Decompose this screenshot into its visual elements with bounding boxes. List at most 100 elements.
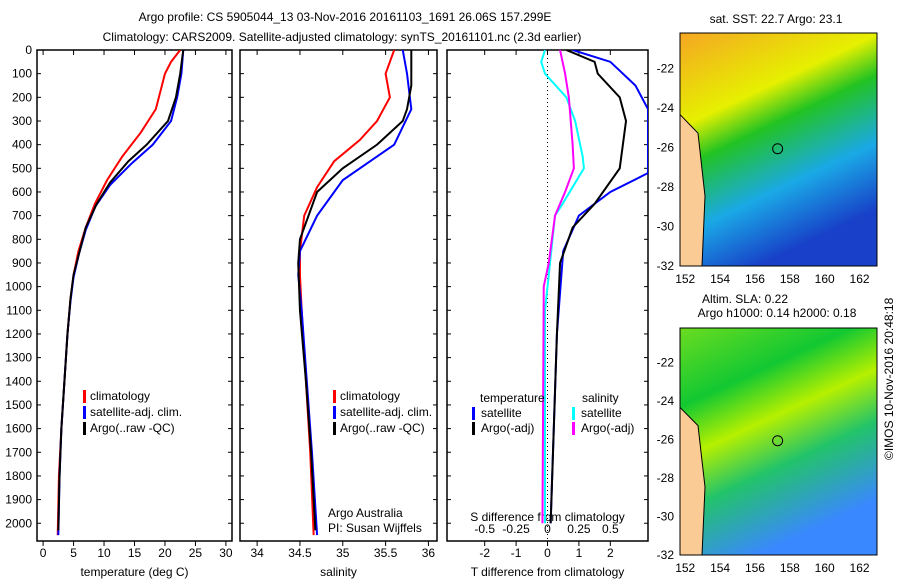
credit: ©IMOS 10-Nov-2016 20:48:18 <box>882 297 896 460</box>
depth-tick-label: 100 <box>12 67 32 81</box>
legend-label: Argo(..raw -QC) <box>340 421 425 435</box>
lat-tick-label: -28 <box>657 471 675 485</box>
lon-tick-label: 156 <box>745 561 765 575</box>
lat-tick-label: -32 <box>657 259 675 273</box>
lat-tick-label: -22 <box>657 356 675 370</box>
s-axis-label: S difference from climatology <box>470 510 625 524</box>
x-tick-label: 34 <box>250 546 264 560</box>
land-australia <box>679 113 706 267</box>
s-tick-label: 0 <box>544 522 551 536</box>
legend-label: satellite <box>581 406 622 420</box>
depth-tick-label: 500 <box>12 161 32 175</box>
x-axis-label: salinity <box>320 565 357 579</box>
depth-tick-label: 1500 <box>5 398 32 412</box>
legend-swatch <box>572 422 575 435</box>
depth-tick-label: 1300 <box>5 351 32 365</box>
depth-tick-label: 1600 <box>5 422 32 436</box>
panel-frame <box>239 49 438 542</box>
depth-tick-label: 900 <box>12 256 32 270</box>
x-tick-label: 0 <box>544 546 551 560</box>
legend-label: satellite-adj. clim. <box>340 405 432 419</box>
land-australia <box>679 406 706 556</box>
series-salinity-argo-adj- <box>541 50 575 524</box>
lon-tick-label: 160 <box>815 272 835 286</box>
x-tick-label: 25 <box>189 546 203 560</box>
annotation-line1: Argo Australia <box>328 506 403 520</box>
depth-tick-label: 200 <box>12 90 32 104</box>
legend-label: climatology <box>90 389 150 403</box>
lat-tick-label: -22 <box>657 62 675 76</box>
legend-swatch <box>333 390 336 403</box>
depth-tick-label: 1000 <box>5 280 32 294</box>
x-tick-label: 10 <box>97 546 111 560</box>
x-tick-label: 36 <box>422 546 436 560</box>
series-satellite-adj-clim- <box>297 50 413 536</box>
map-field <box>679 327 878 556</box>
lon-tick-label: 162 <box>850 272 870 286</box>
legend-header-salinity: salinity <box>582 391 619 405</box>
depth-tick-label: 1900 <box>5 493 32 507</box>
legend-swatch <box>472 422 475 435</box>
depth-tick-label: 300 <box>12 114 32 128</box>
lat-tick-label: -32 <box>657 548 675 562</box>
x-tick-label: 34.5 <box>288 546 312 560</box>
argo-location-marker <box>772 143 784 155</box>
sst-map-title: sat. SST: 22.7 Argo: 23.1 <box>710 12 843 26</box>
series-temperature-argo-adj- <box>549 50 628 524</box>
lon-tick-label: 156 <box>745 272 765 286</box>
title-line2: Climatology: CARS2009. Satellite-adjuste… <box>103 30 582 44</box>
x-tick-label: 20 <box>158 546 172 560</box>
legend-header-temperature: temperature <box>480 391 545 405</box>
x-tick-label: 5 <box>70 546 77 560</box>
legend-swatch <box>333 406 336 419</box>
profile-panel-0: 0100200300400500600700800900100011001200… <box>5 43 233 579</box>
argo-location-marker <box>772 435 784 447</box>
lat-tick-label: -24 <box>657 101 675 115</box>
x-tick-label: 30 <box>219 546 233 560</box>
series-temperature-satellite <box>549 50 648 524</box>
depth-tick-label: 1700 <box>5 445 32 459</box>
depth-tick-label: 800 <box>12 232 32 246</box>
x-tick-label: -1 <box>511 546 522 560</box>
series-salinity-satellite <box>540 50 585 524</box>
series-argo-raw-qc- <box>297 50 413 531</box>
depth-tick-label: 700 <box>12 209 32 223</box>
series-argo-raw-qc- <box>57 50 185 531</box>
lon-tick-label: 162 <box>850 561 870 575</box>
profile-panel-2: -2 -1 0 1 2 T difference from climatology -0.5… <box>446 49 649 579</box>
legend-label: Argo(-adj) <box>581 421 634 435</box>
s-tick-label: -0.25 <box>502 522 530 536</box>
x-tick-label: -2 <box>479 546 490 560</box>
lon-tick-label: 152 <box>675 272 695 286</box>
depth-tick-label: 1400 <box>5 374 32 388</box>
legend-swatch <box>333 422 336 435</box>
sla-map-title-line2: Argo h1000: 0.14 h2000: 0.18 <box>698 306 857 320</box>
depth-tick-label: 1100 <box>6 303 32 317</box>
lat-tick-label: -26 <box>657 141 675 155</box>
lat-tick-label: -28 <box>657 180 675 194</box>
legend-swatch <box>572 407 575 420</box>
legend-swatch <box>83 422 86 435</box>
legend-label: satellite <box>481 406 522 420</box>
lat-tick-label: -24 <box>657 394 675 408</box>
sla-map-title-line1: Altim. SLA: 0.22 <box>702 292 788 306</box>
depth-tick-label: 1800 <box>5 469 32 483</box>
depth-tick-label: 0 <box>25 43 32 57</box>
map-field <box>679 32 878 267</box>
legend-swatch <box>83 390 86 403</box>
s-tick-label: 0.25 <box>567 522 591 536</box>
depth-tick-label: 400 <box>12 138 32 152</box>
x-axis-label: T difference from climatology <box>471 565 625 579</box>
legend-label: Argo(-adj) <box>481 421 534 435</box>
x-tick-label: 2 <box>607 546 614 560</box>
x-tick-label: 0 <box>40 546 47 560</box>
x-tick-label: 1 <box>576 546 583 560</box>
s-tick-label: 0.5 <box>602 522 619 536</box>
title-line1: Argo profile: CS 5905044_13 03-Nov-2016 … <box>139 10 552 24</box>
x-tick-label: 15 <box>128 546 142 560</box>
annotation-line2: PI: Susan Wijffels <box>328 521 422 535</box>
legend-label: satellite-adj. clim. <box>90 405 182 419</box>
